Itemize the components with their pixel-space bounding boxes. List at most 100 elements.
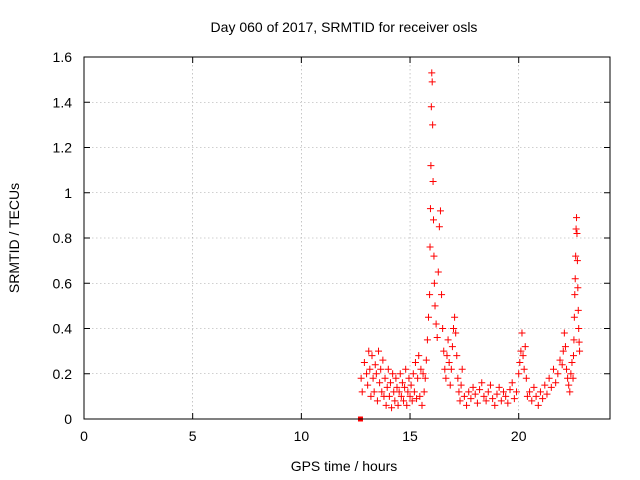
data-point [366,365,374,373]
data-point [369,374,377,382]
data-point [552,379,560,387]
data-point [432,320,440,328]
data-point [473,399,481,407]
data-point [534,401,542,409]
data-point [368,352,376,360]
data-point [392,374,400,382]
data-point [559,347,567,355]
data-point [357,374,365,382]
data-point [510,395,518,403]
data-point [386,379,394,387]
data-point [451,313,459,321]
y-tick-label: 0.2 [53,366,73,382]
data-point [438,291,446,299]
data-point [419,370,427,378]
data-point [379,356,387,364]
data-point [430,216,438,224]
y-axis-label: SRMTID / TECUs [6,183,22,293]
data-point [383,383,391,391]
data-point [541,381,549,389]
x-tick-label: 20 [511,428,527,444]
data-point [411,358,419,366]
data-point [516,358,524,366]
data-point [394,401,402,409]
data-point [363,370,371,378]
data-point [571,291,579,299]
data-point [427,162,435,170]
data-point [575,325,583,332]
data-point [445,358,453,366]
data-point [523,392,531,400]
data-point [545,374,553,382]
data-point [365,347,373,355]
data-point [442,374,450,382]
data-point [453,352,461,360]
data-point [448,343,456,351]
data-point [396,370,404,378]
data-point [465,388,473,396]
data-point [558,361,566,369]
data-point [469,383,477,391]
data-points [357,69,584,422]
data-point [530,383,538,391]
data-point [422,356,430,364]
data-point [572,225,580,233]
data-point [391,397,399,405]
data-point [521,343,529,351]
data-point [454,374,462,382]
data-point [571,275,579,283]
x-tick-label: 0 [80,428,88,444]
data-point [421,374,429,382]
data-point [556,356,564,364]
data-point [450,325,458,332]
data-point [575,338,583,346]
data-point [407,381,415,389]
data-point [384,365,392,373]
data-point [543,390,551,398]
y-tick-labels: 0 0.2 0.4 0.6 0.8 1 1.2 1.4 1.6 [53,49,73,427]
data-point [570,336,578,344]
data-point [377,365,385,373]
data-point [480,392,488,400]
data-point [414,374,422,382]
data-point [382,401,390,409]
data-point [376,379,384,387]
data-point [364,381,372,389]
data-point [430,279,438,287]
data-point [517,347,525,355]
data-point [431,302,439,310]
data-point [456,397,464,405]
data-point [360,358,368,366]
data-point [455,388,463,396]
data-point [430,252,438,260]
data-point [378,388,386,396]
data-point [508,379,516,387]
data-point [423,336,431,344]
data-point [573,229,581,237]
data-point [370,388,378,396]
data-point [457,381,465,389]
data-point [504,399,512,407]
data-point [560,329,568,337]
x-tick-label: 10 [294,428,310,444]
y-tick-label: 0.8 [53,230,73,246]
data-point [493,390,501,398]
data-point [381,374,389,382]
data-point [428,69,436,77]
data-point [418,401,426,409]
data-point [489,395,497,403]
data-point [395,388,403,396]
data-point [561,343,569,351]
data-point [446,381,454,389]
data-point [439,325,447,332]
data-point [440,347,448,355]
data-point [425,313,433,321]
data-point [563,365,571,373]
data-point [415,352,423,360]
data-point [434,268,442,276]
data-point [373,397,381,405]
data-point [426,291,434,299]
data-point [467,395,475,403]
data-point [385,392,393,400]
